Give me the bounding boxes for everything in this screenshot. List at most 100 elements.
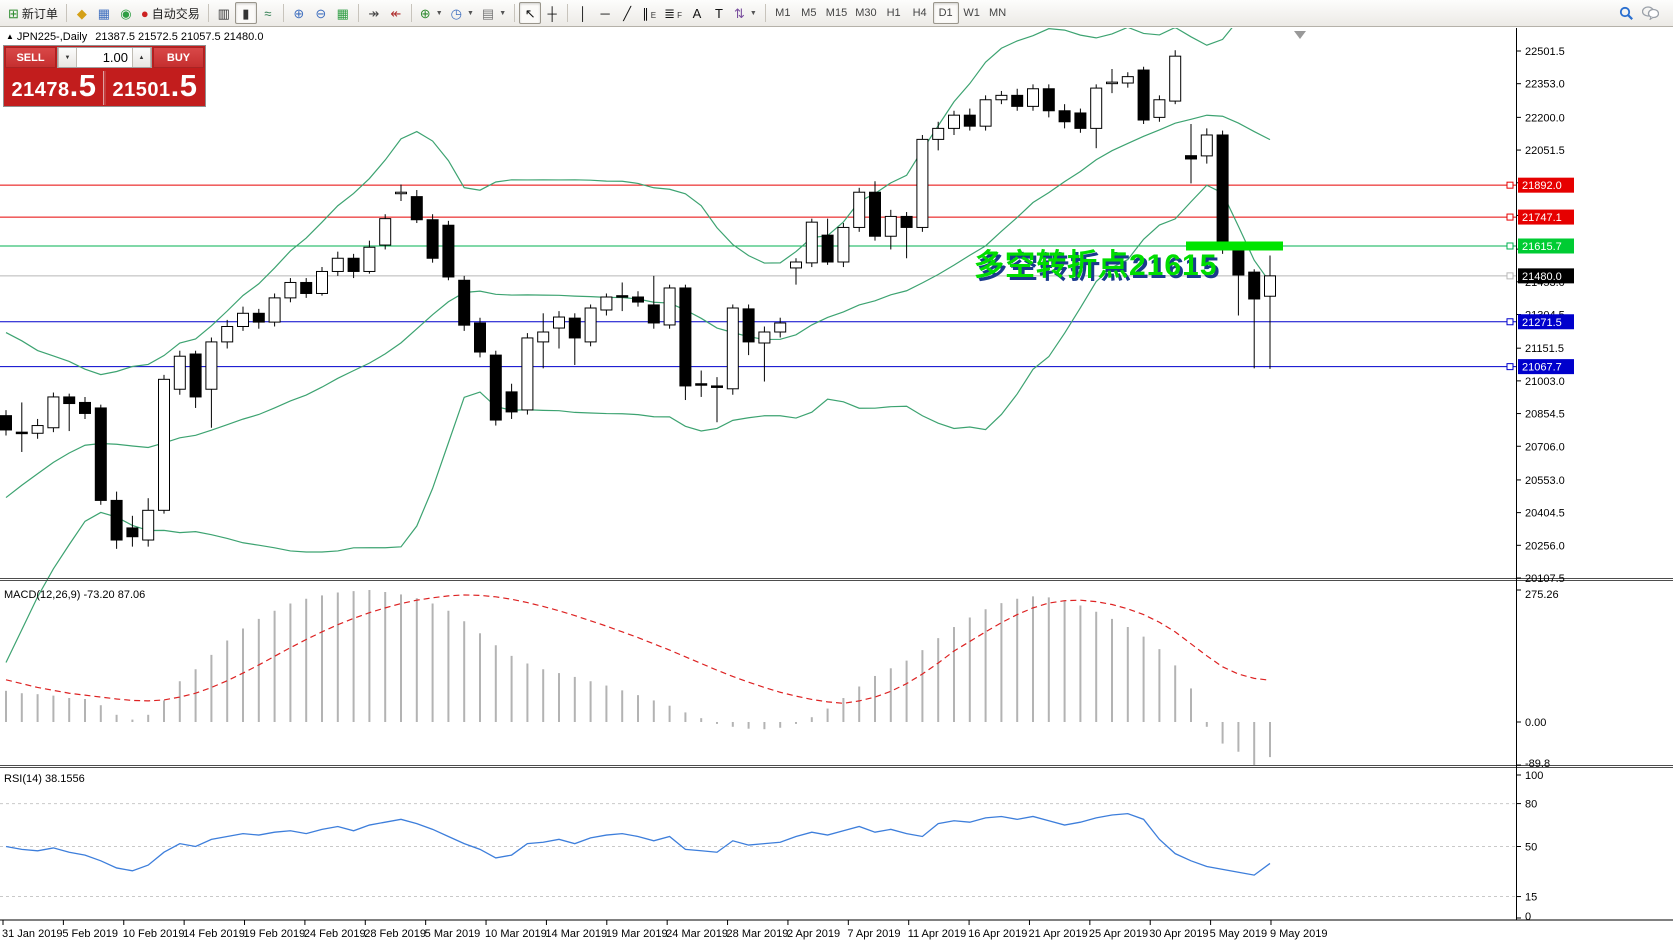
candle-body bbox=[205, 341, 218, 390]
line-handle[interactable] bbox=[1506, 363, 1514, 371]
candle-body bbox=[1106, 81, 1118, 85]
candle-body bbox=[1185, 155, 1197, 160]
timeframe-h1[interactable]: H1 bbox=[881, 2, 907, 24]
market-watch-button[interactable]: ◆ bbox=[71, 2, 93, 24]
rsi-label: RSI(14) 38.1556 bbox=[4, 773, 85, 785]
highlight-segment[interactable] bbox=[1186, 241, 1283, 251]
zoom-out-button[interactable]: ⊖ bbox=[310, 2, 332, 24]
price-line-label-text: 21271.5 bbox=[1522, 317, 1562, 329]
sell-price[interactable]: 21478.5 bbox=[11, 68, 97, 103]
volume-increase-button[interactable]: ▲ bbox=[132, 48, 151, 67]
bars-icon: ▥ bbox=[217, 5, 230, 21]
signals-button[interactable]: ◉ bbox=[115, 2, 137, 24]
chart-header: ▲ JPN225-,Daily 21387.5 21572.5 21057.5 21… bbox=[6, 31, 263, 43]
tile-windows-button[interactable]: ▦ bbox=[332, 2, 354, 24]
price-line-label[interactable] bbox=[1518, 268, 1574, 284]
line-handle[interactable] bbox=[1506, 242, 1514, 250]
text-label-button[interactable]: T bbox=[708, 2, 730, 24]
autotrade-icon: ● bbox=[140, 5, 149, 21]
autoscroll-icon: ↠ bbox=[368, 5, 380, 21]
price-line-label[interactable] bbox=[1518, 209, 1574, 225]
collapse-quote-panel-icon[interactable]: ▲ bbox=[6, 32, 14, 41]
arrows-button[interactable]: ⇅ ▼ bbox=[730, 2, 761, 24]
chart-annotation[interactable]: 多空转折点21615 bbox=[974, 249, 1218, 282]
horizontal-line-button[interactable]: ─ bbox=[594, 2, 616, 24]
candle-body bbox=[1216, 134, 1229, 249]
candle-body bbox=[173, 355, 186, 390]
buy-button[interactable]: BUY bbox=[153, 47, 204, 68]
timeframe-mn[interactable]: MN bbox=[985, 2, 1011, 24]
text-button[interactable]: A bbox=[686, 2, 708, 24]
volume-decrease-button[interactable]: ▼ bbox=[58, 48, 77, 67]
rsi-tick-label: 15 bbox=[1525, 892, 1537, 904]
chat-icon[interactable] bbox=[1638, 2, 1663, 24]
line-chart-button[interactable]: ≈ bbox=[257, 2, 279, 24]
price-line-label-text: 21892.0 bbox=[1522, 180, 1562, 192]
autotrading-button[interactable]: ● 自动交易 bbox=[137, 2, 204, 24]
price-line-label[interactable] bbox=[1518, 177, 1574, 193]
chart-shift-marker[interactable] bbox=[1294, 31, 1306, 39]
toolbar: ⊞ 新订单 ◆ ▦ ◉ ● 自动交易 ▥ ▮ ≈ ⊕ ⊖ ▦ ↠ ↞ ⊕ ▼ ◷ ▼ ▤ ▼ ↖ ┼ │ ─ ╱ ∥ E ≣ F A T ⇅ ▼ M… bbox=[0, 0, 1673, 27]
cursor-button[interactable]: ↖ bbox=[519, 2, 542, 24]
volume-input[interactable] bbox=[77, 48, 132, 67]
market-watch-icon: ◆ bbox=[76, 5, 87, 21]
indicators-button[interactable]: ⊕ ▼ bbox=[416, 2, 447, 24]
autoscroll-button[interactable]: ↠ bbox=[363, 2, 385, 24]
bar-chart-button[interactable]: ▥ bbox=[213, 2, 235, 24]
date-label: 10 Feb 2019 bbox=[123, 928, 185, 940]
periods-button[interactable]: ◷ ▼ bbox=[447, 2, 478, 24]
rsi-pane: RSI(14) 38.1556 bbox=[0, 773, 1516, 898]
price-line-label[interactable] bbox=[1518, 314, 1574, 330]
hline-icon: ─ bbox=[600, 5, 610, 21]
chevron-down-icon: ▼ bbox=[435, 9, 443, 17]
price-tick-label: 20404.5 bbox=[1525, 508, 1565, 520]
chart-window-icon: ▦ bbox=[97, 5, 111, 21]
price-line-label[interactable] bbox=[1518, 359, 1574, 375]
line-handle[interactable] bbox=[1506, 318, 1514, 326]
timeframe-d1[interactable]: D1 bbox=[932, 2, 959, 24]
rsi-tick-label: 80 bbox=[1525, 799, 1537, 811]
price-divider bbox=[103, 71, 106, 105]
one-click-trading-panel: SELL ▼ ▲ BUY 21478.5 21501.5 bbox=[3, 45, 206, 107]
candle-body bbox=[1090, 87, 1103, 129]
search-icon[interactable] bbox=[1615, 2, 1638, 24]
crosshair-button[interactable]: ┼ bbox=[541, 2, 563, 24]
rsi-tick-label: 100 bbox=[1525, 770, 1543, 782]
chart-canvas[interactable]: MACD(12,26,9) -73.20 87.06 RSI(14) 38.155… bbox=[0, 28, 1673, 948]
line-handle[interactable] bbox=[1506, 213, 1514, 221]
templates-button[interactable]: ▤ ▼ bbox=[478, 2, 510, 24]
buy-price[interactable]: 21501.5 bbox=[112, 68, 198, 103]
line-chart-icon: ≈ bbox=[264, 5, 272, 21]
vertical-line-button[interactable]: │ bbox=[572, 2, 594, 24]
periods-icon: ◷ bbox=[450, 5, 462, 21]
timeframe-h4[interactable]: H4 bbox=[907, 2, 933, 24]
chart-window-button[interactable]: ▦ bbox=[93, 2, 115, 24]
fibonacci-button[interactable]: ≣ F bbox=[660, 2, 686, 24]
channel-button[interactable]: ∥ E bbox=[638, 2, 660, 24]
date-label: 5 Mar 2019 bbox=[425, 928, 481, 940]
timeframe-m5[interactable]: M5 bbox=[796, 2, 822, 24]
timeframe-m15[interactable]: M15 bbox=[822, 2, 851, 24]
timeframe-m30[interactable]: M30 bbox=[851, 2, 880, 24]
price-line-label[interactable] bbox=[1518, 238, 1574, 254]
timeframe-m1[interactable]: M1 bbox=[770, 2, 796, 24]
candlestick-button[interactable]: ▮ bbox=[234, 2, 257, 24]
tile-icon: ▦ bbox=[336, 5, 349, 21]
timeframe-w1[interactable]: W1 bbox=[959, 2, 985, 24]
candle-body bbox=[300, 281, 313, 294]
candle-body bbox=[1232, 247, 1245, 276]
candle-body bbox=[142, 509, 155, 541]
new-order-button[interactable]: ⊞ 新订单 bbox=[4, 2, 62, 24]
candle-body bbox=[189, 353, 202, 398]
zoom-in-button[interactable]: ⊕ bbox=[288, 2, 310, 24]
trendline-button[interactable]: ╱ bbox=[616, 2, 638, 24]
date-label: 28 Feb 2019 bbox=[364, 928, 426, 940]
candle-body bbox=[79, 401, 91, 414]
chart-shift-button[interactable]: ↞ bbox=[385, 2, 407, 24]
line-handle[interactable] bbox=[1506, 272, 1514, 280]
price-tick-label: 20256.0 bbox=[1525, 540, 1565, 552]
line-handle[interactable] bbox=[1506, 181, 1514, 189]
sell-button[interactable]: SELL bbox=[5, 47, 56, 68]
price-line-label-text: 21480.0 bbox=[1522, 271, 1562, 283]
